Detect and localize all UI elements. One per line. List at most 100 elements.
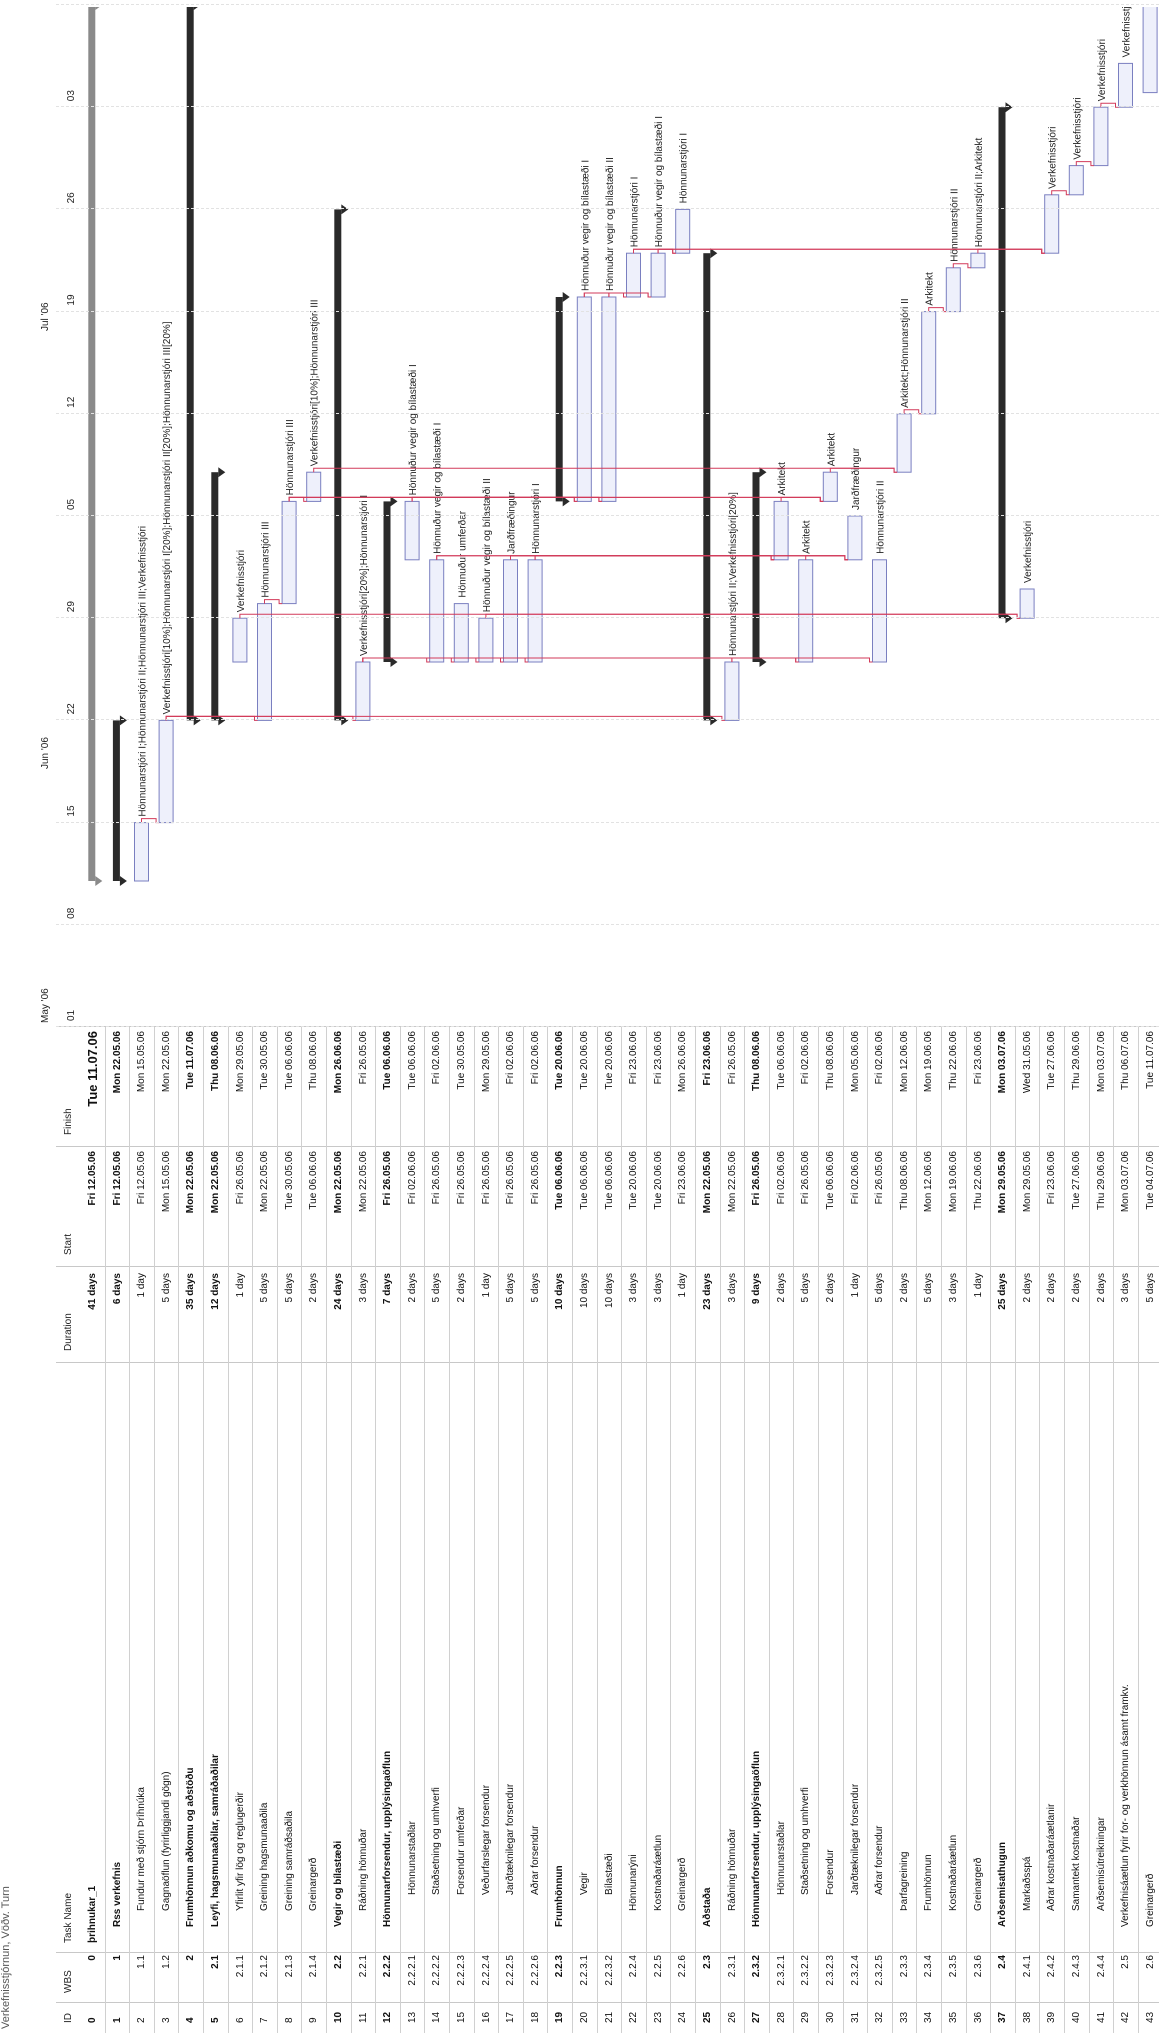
resource-label: Hönnunarstjóri I xyxy=(531,483,542,554)
task-bar[interactable] xyxy=(847,515,863,561)
task-bar[interactable] xyxy=(281,500,297,605)
summary-bar-end-icon xyxy=(759,657,767,667)
task-bar[interactable] xyxy=(478,617,494,663)
task-bar[interactable] xyxy=(872,559,887,663)
task-duration: 5 days xyxy=(923,1273,935,1303)
task-duration: 1 day xyxy=(849,1273,861,1298)
task-bar[interactable] xyxy=(453,603,469,663)
task-wbs: 2.2.2.1 xyxy=(406,1955,418,1986)
task-wbs: 2.3 xyxy=(702,1955,713,1969)
task-bar[interactable] xyxy=(650,252,666,298)
task-bar[interactable] xyxy=(798,559,814,663)
dependency-link xyxy=(411,496,824,502)
summary-bar[interactable] xyxy=(383,501,391,662)
task-bar[interactable] xyxy=(232,617,248,663)
dependency-link xyxy=(633,248,1045,254)
resource-label: Verkefnisstjóri xyxy=(1072,97,1083,159)
task-bar[interactable] xyxy=(626,252,641,298)
task-bar[interactable] xyxy=(921,311,937,415)
task-bar[interactable] xyxy=(158,719,174,824)
task-bar[interactable] xyxy=(257,603,272,721)
task-id: 16 xyxy=(480,2011,492,2023)
task-bar[interactable] xyxy=(503,559,518,663)
timeline-gridline xyxy=(56,719,1159,721)
task-bar[interactable] xyxy=(1142,7,1158,94)
summary-bar[interactable] xyxy=(186,7,194,721)
task-finish: Mon 19.06.06 xyxy=(923,1031,935,1093)
task-name: Gagnaöflun (fyrirliggjandi gögn) xyxy=(160,1771,172,1911)
page-header-title: Verkefnisstjórnun, Vöðv. Turn xyxy=(0,1886,12,2029)
timeline-day: 29 xyxy=(66,601,77,613)
task-bar[interactable] xyxy=(945,267,961,313)
task-finish: Thu 08.06.06 xyxy=(308,1031,320,1090)
task-bar[interactable] xyxy=(1019,588,1035,619)
summary-bar-end-icon xyxy=(1005,102,1013,113)
task-bar[interactable] xyxy=(1093,106,1109,167)
timeline-day: 08 xyxy=(66,907,77,919)
task-duration: 1 day xyxy=(677,1273,689,1298)
col-header-id[interactable]: ID xyxy=(63,2013,74,2023)
task-start: Thu 29.06.06 xyxy=(1095,1151,1107,1210)
col-header-wbs[interactable]: WBS xyxy=(63,1970,74,1993)
row-divider xyxy=(768,1027,770,2033)
task-start: Mon 22.05.06 xyxy=(333,1151,344,1214)
task-bar[interactable] xyxy=(675,208,691,254)
col-divider xyxy=(56,1266,1159,1267)
task-duration: 5 days xyxy=(431,1273,443,1303)
task-duration: 41 days xyxy=(87,1273,98,1310)
task-bar[interactable] xyxy=(601,296,617,502)
task-id: 34 xyxy=(923,2011,935,2023)
task-start: Fri 26.05.06 xyxy=(234,1151,246,1205)
col-header-duration[interactable]: Duration xyxy=(63,1313,74,1351)
summary-bar[interactable] xyxy=(211,472,219,721)
summary-bar[interactable] xyxy=(703,253,711,721)
summary-bar[interactable] xyxy=(88,7,96,881)
task-duration: 25 days xyxy=(997,1273,1009,1310)
summary-bar[interactable] xyxy=(998,107,1006,619)
resource-label: Verkefnisstjóri[50%] xyxy=(1122,7,1133,57)
summary-bar[interactable] xyxy=(334,209,342,721)
col-divider xyxy=(56,1952,1159,1953)
task-bar[interactable] xyxy=(429,559,445,663)
task-finish: Fri 26.05.06 xyxy=(726,1031,738,1085)
task-id: 3 xyxy=(160,2017,172,2023)
dependency-link xyxy=(264,599,283,605)
task-name: Samantekt kostnaðar xyxy=(1071,1816,1082,1912)
row-divider xyxy=(522,1027,524,2033)
task-bar[interactable] xyxy=(724,661,740,721)
task-bar[interactable] xyxy=(404,500,420,561)
task-bar[interactable] xyxy=(896,413,912,473)
col-header-start[interactable]: Start xyxy=(63,1233,74,1255)
task-wbs: 2.5 xyxy=(1120,1955,1132,1969)
timeline-gridline xyxy=(56,1026,1159,1027)
task-duration: 9 days xyxy=(751,1273,763,1305)
summary-bar-end-icon xyxy=(95,7,103,10)
task-start: Mon 29.05.06 xyxy=(1021,1151,1033,1213)
task-bar[interactable] xyxy=(1118,62,1133,108)
resource-label: Hönnuður vegir og bílastæði I xyxy=(432,423,444,554)
summary-bar[interactable] xyxy=(555,297,563,502)
summary-bar[interactable] xyxy=(752,472,760,662)
task-bar[interactable] xyxy=(1044,194,1060,254)
task-start: Fri 12.05.06 xyxy=(87,1151,98,1206)
task-bar[interactable] xyxy=(527,559,543,663)
col-header-task-name[interactable]: Task Name xyxy=(63,1892,74,1943)
task-finish: Mon 29.05.06 xyxy=(234,1031,246,1093)
task-bar[interactable] xyxy=(773,500,789,561)
task-bar[interactable] xyxy=(970,252,986,269)
row-divider xyxy=(1113,1027,1115,2033)
task-duration: 5 days xyxy=(874,1273,886,1303)
task-id: 5 xyxy=(210,2017,221,2023)
resource-label: Hönnunarstjóri II;Verkefnisstjóri[20%] xyxy=(728,492,739,656)
resource-label: Arkitekt xyxy=(826,433,837,467)
task-bar[interactable] xyxy=(134,822,149,882)
task-bar[interactable] xyxy=(1068,165,1084,196)
task-bar[interactable] xyxy=(576,296,592,502)
task-bar[interactable] xyxy=(355,661,371,721)
summary-bar[interactable] xyxy=(112,720,120,881)
task-bar[interactable] xyxy=(822,471,838,502)
col-header-finish[interactable]: Finish xyxy=(63,1108,74,1135)
task-id: 21 xyxy=(603,2011,615,2023)
resource-label: Jarðfræðingur xyxy=(850,447,862,510)
task-id: 20 xyxy=(579,2011,590,2023)
